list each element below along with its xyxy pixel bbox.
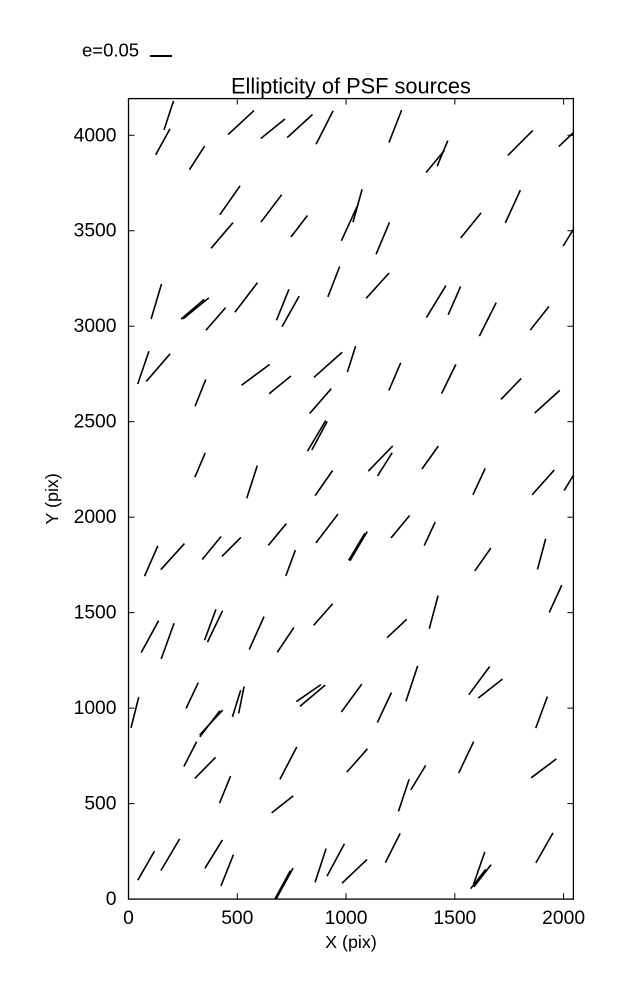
svg-text:X (pix): X (pix) [325, 932, 377, 952]
svg-text:2000: 2000 [542, 908, 585, 929]
svg-text:1500: 1500 [74, 603, 117, 624]
svg-text:Y (pix): Y (pix) [42, 473, 62, 524]
svg-text:1000: 1000 [325, 908, 368, 929]
svg-text:4000: 4000 [74, 125, 117, 146]
svg-text:e=0.05: e=0.05 [82, 40, 139, 61]
svg-text:3500: 3500 [74, 221, 117, 242]
svg-text:0: 0 [123, 908, 134, 929]
svg-text:0: 0 [106, 889, 117, 910]
svg-text:3000: 3000 [74, 316, 117, 337]
svg-text:Ellipticity of PSF sources: Ellipticity of PSF sources [231, 74, 471, 99]
svg-text:2500: 2500 [74, 412, 117, 433]
svg-text:500: 500 [221, 908, 253, 929]
svg-text:2000: 2000 [74, 507, 117, 528]
svg-text:1500: 1500 [433, 908, 476, 929]
svg-text:1000: 1000 [74, 698, 117, 719]
svg-text:500: 500 [84, 794, 116, 815]
